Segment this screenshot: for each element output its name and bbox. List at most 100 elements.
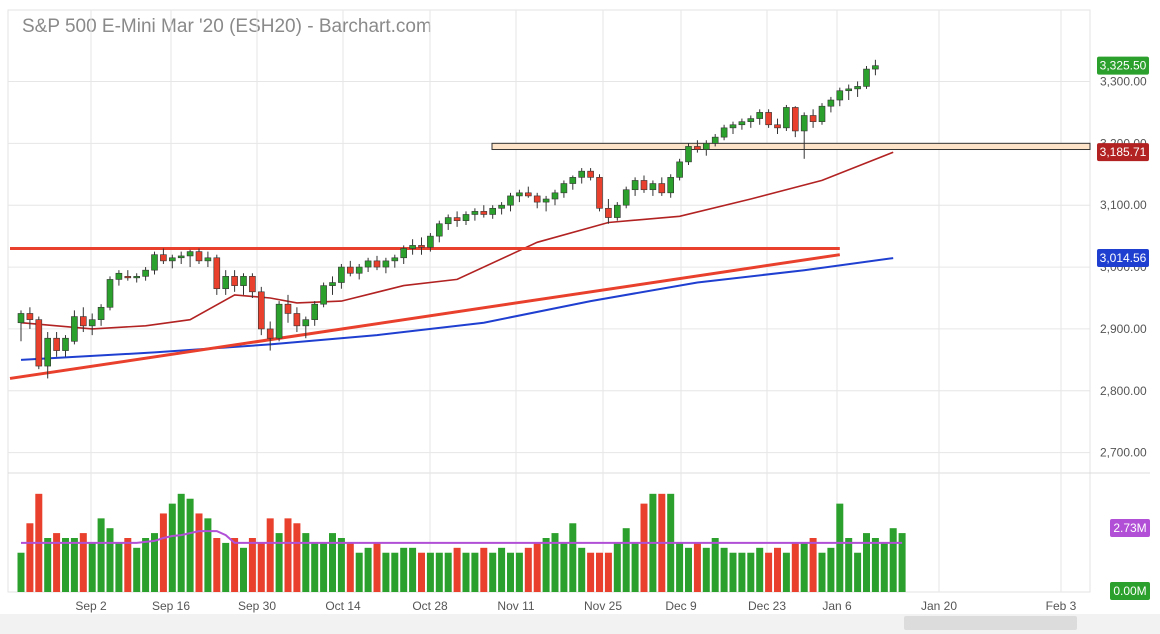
candle (373, 255, 381, 271)
candle-body (605, 207, 612, 218)
candle-body (249, 276, 256, 293)
volume-bar (480, 547, 488, 592)
volume-label: 0.00M (1110, 582, 1150, 600)
candle (53, 332, 60, 357)
candle (560, 180, 568, 198)
volume-bar (409, 547, 417, 592)
candle (818, 103, 826, 125)
candle-body (694, 146, 701, 150)
candle (435, 220, 443, 243)
volume-bar (231, 538, 239, 592)
volume-bar (587, 552, 595, 592)
candle (791, 106, 799, 138)
volume-bar (800, 542, 808, 592)
volume-label-box (1110, 582, 1150, 600)
candle (124, 270, 132, 281)
candle (720, 124, 728, 141)
candle (231, 270, 238, 292)
x-tick-label: Jan 20 (921, 599, 957, 613)
volume-bar (70, 538, 78, 592)
volume-bar (391, 552, 399, 592)
volume-bar (685, 547, 692, 592)
candle (800, 112, 808, 159)
candle (507, 192, 514, 212)
candle-body (640, 180, 648, 191)
candle (596, 174, 603, 212)
candle (516, 189, 523, 203)
volume-bar (151, 533, 158, 592)
price-label-box (1097, 143, 1149, 162)
x-tick-label: Sep 2 (75, 599, 107, 613)
candle (311, 301, 319, 326)
volume-bar (836, 503, 844, 592)
time-scrollbar[interactable] (0, 614, 1160, 634)
candle-body (649, 183, 657, 191)
volume-bar (213, 538, 221, 592)
candle (827, 96, 835, 113)
candle-body (685, 146, 692, 163)
candle-body (133, 276, 140, 279)
candle-body (124, 276, 132, 279)
candle-body (836, 90, 844, 101)
candle (622, 186, 630, 209)
x-tick-label: Feb 3 (1046, 599, 1077, 613)
candle-body (62, 337, 69, 351)
candle-body (391, 257, 399, 262)
candle-body (186, 251, 194, 257)
candle-body (142, 269, 149, 277)
volume-bar (124, 538, 132, 592)
x-tick-label: Dec 23 (748, 599, 786, 613)
candle-body (516, 192, 523, 197)
volume-bar (79, 533, 87, 592)
candle (845, 84, 853, 101)
volume-bar (738, 552, 746, 592)
x-tick-label: Sep 30 (238, 599, 276, 613)
candle-body (747, 118, 755, 122)
scroll-thumb[interactable] (904, 616, 1077, 630)
candle-body (160, 254, 167, 262)
candle (667, 174, 675, 198)
candle (26, 307, 34, 329)
candle (738, 118, 746, 130)
volume-bar (44, 538, 52, 592)
candle (427, 233, 434, 252)
candle-body (489, 207, 497, 215)
candle-body (569, 177, 577, 184)
candle (444, 214, 452, 230)
candle-body (169, 257, 176, 262)
candle-body (507, 195, 514, 206)
candle-body (702, 143, 710, 150)
candle-body (765, 112, 772, 126)
candle (17, 310, 25, 342)
candle (809, 109, 817, 128)
candle (88, 313, 96, 336)
candle (338, 263, 345, 289)
volume-bar (711, 538, 719, 592)
candle-body (658, 183, 666, 194)
candle (533, 192, 541, 209)
volume-bar (426, 552, 434, 592)
candle-body (774, 124, 781, 129)
candle (863, 65, 870, 89)
volume-bar (854, 552, 862, 592)
candle (204, 251, 212, 268)
candle (783, 104, 790, 131)
volume-bar (560, 542, 568, 592)
volume-avg-line (21, 530, 903, 544)
candle (489, 205, 497, 219)
volume-bar (204, 518, 212, 592)
volume-bar (791, 542, 799, 592)
candle-body (329, 282, 336, 286)
candle-body (213, 257, 221, 290)
candle (872, 59, 879, 76)
candle-body (293, 313, 301, 327)
price-label-text: 3,014.56 (1100, 251, 1147, 265)
candle (400, 245, 408, 264)
volume-bar (26, 523, 34, 592)
volume-bar (756, 547, 764, 592)
candle-body (631, 180, 639, 191)
volume-bar (142, 538, 150, 592)
candle (177, 251, 185, 264)
volume-bar (302, 533, 310, 592)
